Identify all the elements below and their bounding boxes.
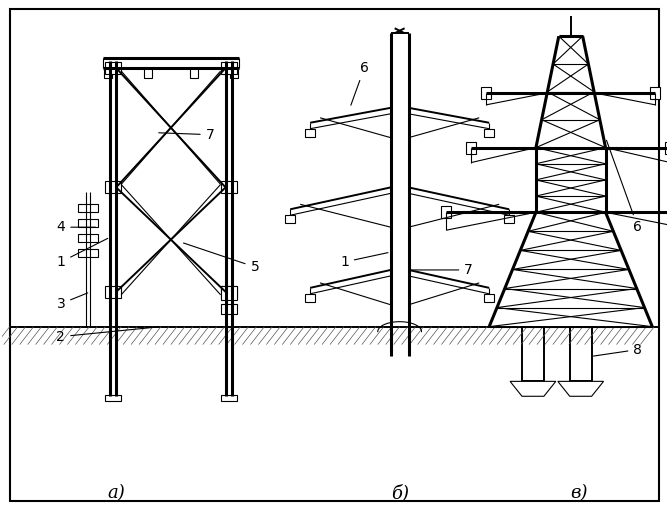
Text: 1: 1 [56,239,108,269]
Bar [105,182,121,193]
Bar [105,395,121,401]
Bar [570,327,591,382]
Bar [105,286,121,298]
Text: 6: 6 [607,140,642,234]
Text: б): б) [391,484,409,502]
Text: 3: 3 [56,293,88,311]
Text: 5: 5 [183,243,259,274]
Bar [229,68,237,78]
Bar [190,68,198,78]
Bar [665,141,669,153]
Bar [105,62,121,74]
Bar [285,215,295,223]
Text: а): а) [107,484,125,502]
Bar [78,249,98,257]
Text: 7: 7 [159,128,215,141]
Bar [221,304,237,314]
Bar [466,141,476,153]
Text: 8: 8 [593,342,642,357]
Text: 6: 6 [351,61,369,105]
Text: 2: 2 [56,327,158,343]
Polygon shape [510,382,556,396]
Bar [78,204,98,212]
Bar [305,129,315,137]
Bar [522,327,544,382]
Bar [504,215,514,223]
Bar [221,286,237,298]
Bar [484,294,494,302]
Bar [104,68,112,78]
Polygon shape [558,382,603,396]
Bar [442,206,452,218]
Text: 1: 1 [340,253,388,269]
Bar [650,87,660,99]
Bar [144,68,152,78]
Bar [221,286,237,300]
Text: в): в) [570,484,587,502]
Bar [481,87,491,99]
Bar [221,395,237,401]
Bar [484,129,494,137]
Bar [305,294,315,302]
Bar [221,62,237,74]
Bar [78,234,98,242]
Text: 4: 4 [56,220,96,234]
Bar [78,219,98,227]
Bar [221,182,237,193]
Text: 7: 7 [411,263,473,277]
